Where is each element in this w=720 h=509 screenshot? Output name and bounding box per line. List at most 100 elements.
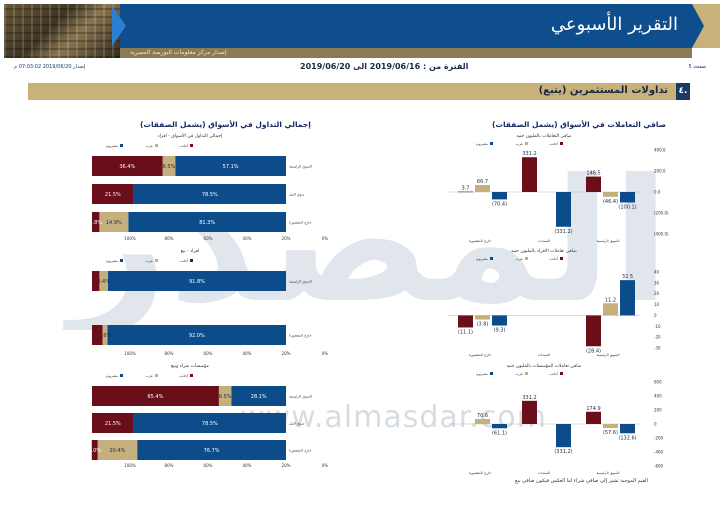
net1-value-g2-s0: 32.5 [622, 274, 633, 280]
net2-legend-label-0: مصريون [476, 372, 488, 376]
stack1-label-r1-s0: 92.0% [189, 333, 205, 339]
net1-ytick-0: 40 [654, 270, 660, 275]
net2-value-g2-s0: (132.6) [618, 435, 636, 441]
stack2-legend-label-0: مصريون [106, 374, 118, 378]
stack1-category-1: خارج المقصورة [289, 334, 312, 338]
net1-bar-g2-s1 [603, 303, 618, 316]
stack0-label-r1-s0: 78.5% [202, 192, 218, 198]
net0-ytick-3: (200.0) [654, 211, 669, 216]
net0-ytick-1: 200.0 [654, 169, 666, 174]
net2-bar-g0-s0 [492, 424, 507, 429]
banner-strip-text: إصدار مركز معلومات البورصة المصرية [130, 49, 227, 56]
net1-bar-g0-s0 [492, 315, 507, 326]
net1-ytick-4: 0 [654, 313, 657, 318]
stack1-xtick-2: 60% [204, 351, 213, 356]
stack2-category-1: سوق النيل [289, 422, 304, 426]
net1-legend-label-0: مصريون [476, 257, 488, 261]
stack1-xtick-3: 40% [243, 351, 252, 356]
net2-bar-g2-s1 [603, 424, 618, 429]
stack0-bar-r0-s2 [92, 156, 163, 176]
stack0-label-r0-s2: 36.4% [119, 164, 135, 170]
net2-value-g2-s2: 174.9 [586, 406, 600, 412]
stack0-xtick-1: 80% [165, 236, 174, 241]
net1-legend-swatch-1 [525, 257, 528, 260]
net2-category-0: خارج المقصورة [469, 471, 492, 475]
stack2-bar-r2-s2 [91, 440, 98, 460]
net2-legend-swatch-0 [490, 372, 493, 375]
net2-bar-g1-s2 [522, 400, 537, 424]
stack1-bar-r1-s1 [102, 325, 108, 345]
stack2-xtick-1: 80% [165, 463, 174, 468]
net1-ytick-2: 20 [654, 291, 660, 296]
stack2-label-r1-s0: 78.5% [202, 421, 218, 427]
stack1-xtick-1: 80% [165, 351, 174, 356]
stack1-bar-r1-s0 [107, 325, 287, 345]
stack0-bar-r2-s0 [128, 212, 286, 232]
net0-title: صافي التعاملات بالمليون جنيه [516, 134, 571, 139]
stack0-legend-swatch-2 [190, 144, 193, 147]
stack1-legend-label-2: أجانب [179, 258, 188, 263]
net0-legend-label-2: أجانب [549, 141, 558, 146]
net2-value-g1-s2: 331.2 [522, 395, 536, 401]
net2-legend-label-1: عرب [516, 372, 523, 376]
net1-legend-swatch-2 [560, 257, 563, 260]
stack0-bar-r0-s1 [162, 156, 176, 176]
stack2-legend-swatch-1 [155, 374, 158, 377]
net2-value-g0-s0: (61.1) [492, 430, 507, 436]
net1-category-2: السوق الرئيسية [597, 353, 620, 357]
stack0-category-0: السوق الرئيسية [289, 165, 312, 169]
net1-ytick-7: -30 [654, 346, 661, 351]
stack1-label-r1-s1: 2.6% [99, 333, 112, 339]
net2-ytick-4: -200 [654, 436, 664, 441]
stack1-title: افراد - بيع [181, 249, 200, 254]
net2-value-g1-s0: (331.2) [554, 449, 572, 455]
stack0-label-r1-s2: 21.5% [105, 192, 121, 198]
net0-bar-g1-s2 [522, 157, 537, 192]
stack2-label-r0-s0: 28.1% [251, 394, 267, 400]
net2-value-g2-s1: (57.6) [603, 430, 618, 436]
stack1-bar-r0-s1 [99, 271, 108, 291]
net2-bar-g2-s0 [620, 424, 635, 434]
report-banner: التقرير الأسبوعي إصدار مركز معلومات البو… [0, 0, 720, 58]
net2-ytick-0: 600 [654, 380, 662, 385]
left-panel-title: إجمالي التداول في الأسواق (يشمل الصفقات) [140, 120, 311, 129]
net1-legend-label-2: أجانب [549, 256, 558, 261]
stack2-xtick-4: 20% [282, 463, 291, 468]
net0-value-g2-s0: (100.1) [618, 205, 636, 211]
stack2-bar-r0-s1 [218, 386, 232, 406]
net0-bar-g1-s0 [556, 192, 571, 227]
stack2-label-r0-s2: 65.4% [147, 394, 163, 400]
report-title: التقرير الأسبوعي [550, 14, 678, 35]
net2-bar-g1-s0 [556, 424, 571, 448]
net2-legend-label-2: أجانب [549, 371, 558, 376]
stack1-bar-r0-s0 [107, 271, 287, 291]
footnote: القيم الموجبة تشير إلى صافي شراء اما الع… [515, 478, 648, 484]
net1-legend-label-1: عرب [516, 257, 523, 261]
stack0-legend-swatch-1 [155, 144, 158, 147]
net0-legend-label-0: مصريون [476, 142, 488, 146]
banner-strip: إصدار مركز معلومات البورصة المصرية [120, 48, 692, 58]
stack0-xtick-2: 60% [204, 236, 213, 241]
net1-legend-swatch-0 [490, 257, 493, 260]
stack0-title: إجمالي التداول في الأسواق - افراد [158, 132, 223, 139]
net2-ytick-3: 0 [654, 422, 657, 427]
stack0-label-r2-s1: 14.9% [106, 220, 122, 226]
stack1-legend-label-0: مصريون [106, 259, 118, 263]
stack1-xtick-5: 0% [322, 351, 329, 356]
net0-ytick-4: (400.0) [654, 232, 669, 237]
stack2-xtick-2: 60% [204, 463, 213, 468]
net1-ytick-3: 10 [654, 302, 660, 307]
net1-value-g0-s1: (3.8) [477, 322, 489, 328]
section-title: تداولات المستثمرين (يتبع) [538, 85, 668, 96]
net2-category-1: السندات [538, 471, 550, 475]
net1-bar-g2-s2 [586, 315, 601, 347]
net0-value-g2-s2: 146.5 [586, 171, 600, 177]
net0-bar-g0-s0 [492, 192, 507, 200]
issued-date: إصدار 2019/06/20 07:03:02 م [14, 64, 86, 70]
net0-value-g1-s2: 331.2 [522, 151, 536, 157]
stack0-category-1: سوق النيل [289, 193, 304, 197]
net2-ytick-5: -400 [654, 450, 664, 455]
net0-legend-swatch-1 [525, 142, 528, 145]
net1-ytick-6: -20 [654, 335, 661, 340]
